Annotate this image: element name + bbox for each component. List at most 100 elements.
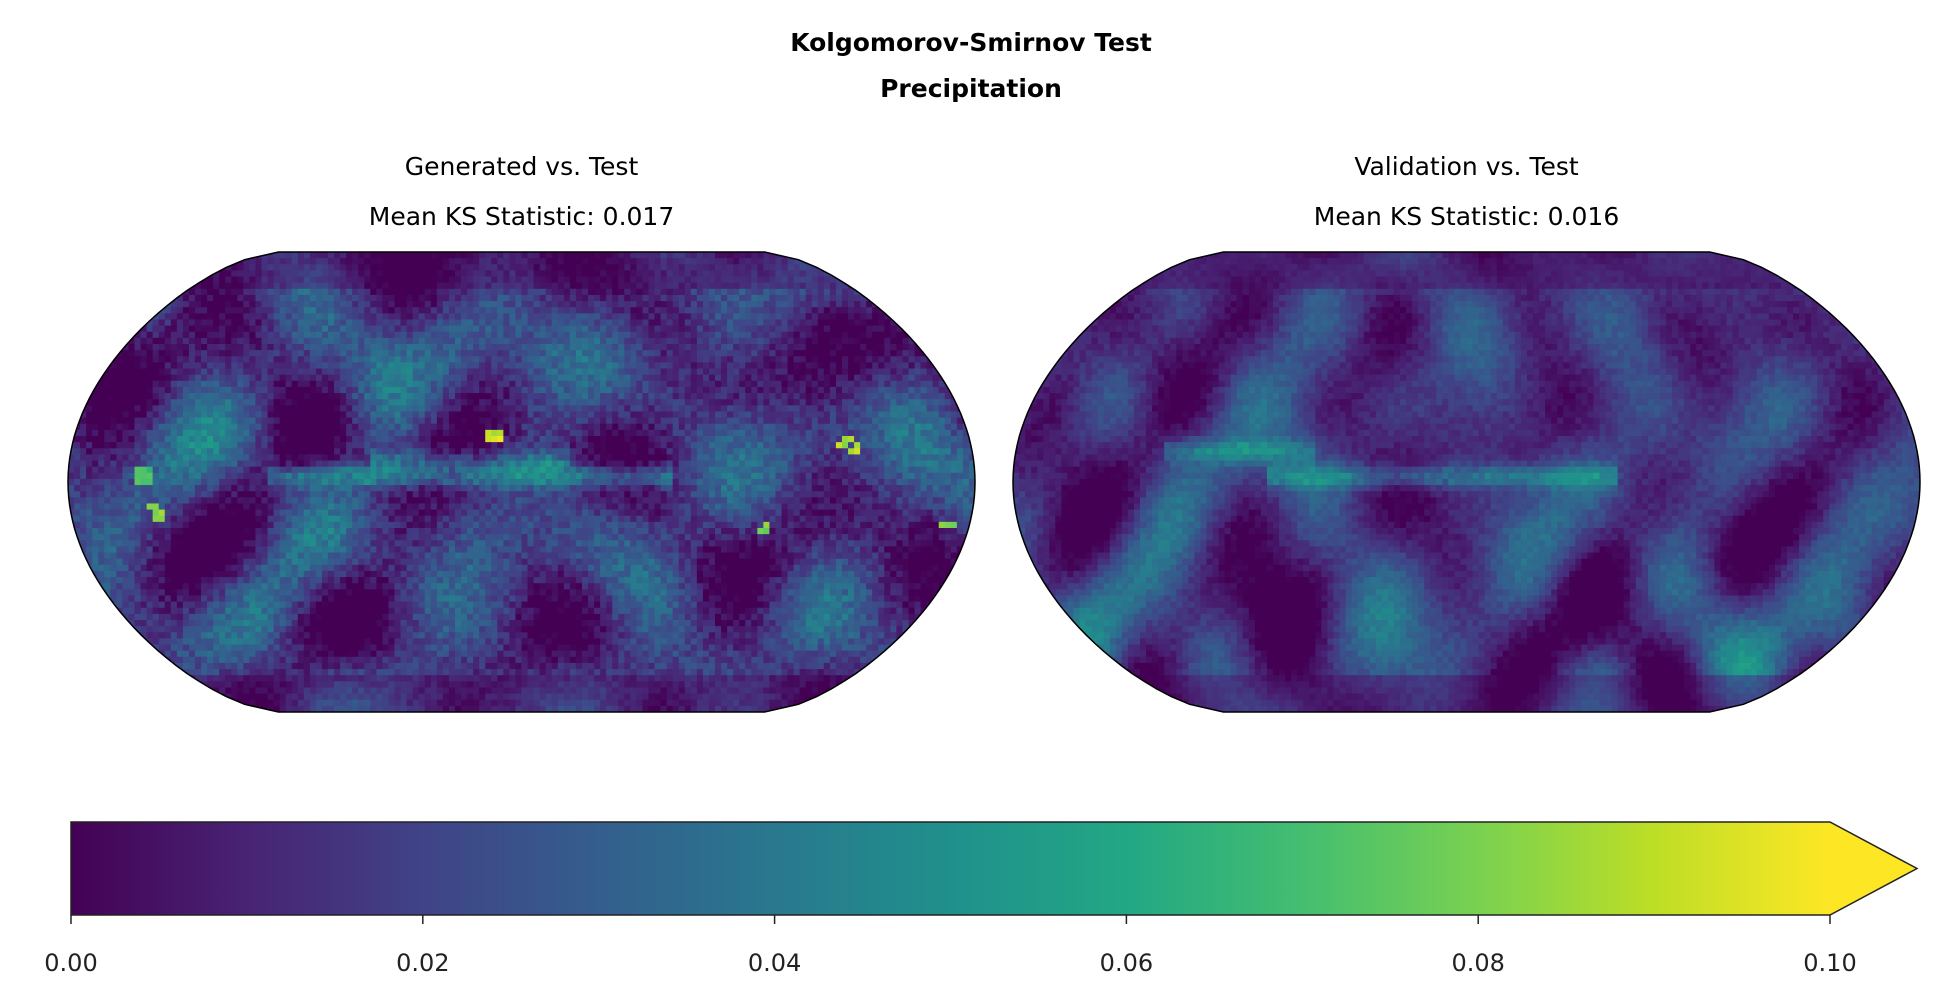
heatmap-cell (896, 405, 904, 413)
heatmap-cell (146, 344, 154, 351)
heatmap-cell (503, 368, 511, 376)
heatmap-cell (799, 417, 807, 425)
heatmap-cell (134, 325, 142, 333)
heatmap-cell (321, 337, 329, 345)
heatmap-cell (340, 362, 347, 370)
heatmap-cell (521, 368, 529, 376)
heatmap-cell (545, 380, 553, 388)
heatmap-cell (829, 325, 837, 333)
heatmap-cell (588, 344, 595, 351)
heatmap-cell (261, 454, 269, 462)
heatmap-cell (545, 319, 553, 327)
heatmap-cell (533, 270, 541, 278)
heatmap-cell (515, 393, 523, 400)
heatmap-cell (243, 264, 250, 271)
heatmap-cell (158, 368, 166, 376)
heatmap-cell (454, 264, 462, 271)
heatmap-cell (291, 350, 299, 357)
heatmap-cell (152, 350, 160, 357)
heatmap-cell (110, 393, 117, 400)
heatmap-cell (334, 258, 341, 265)
heatmap-cell (231, 350, 238, 357)
heatmap-cell (557, 436, 565, 443)
heatmap-cell (479, 264, 486, 271)
heatmap-cell (74, 454, 81, 462)
heatmap-cell (896, 264, 904, 271)
heatmap-cell (648, 301, 656, 308)
heatmap-cell (581, 264, 589, 271)
heatmap-cell (678, 448, 686, 455)
heatmap-cell (956, 252, 964, 259)
heatmap-cell (666, 350, 674, 357)
heatmap-cell (249, 393, 257, 400)
heatmap-cell (745, 399, 752, 406)
heatmap-cell (648, 356, 656, 363)
heatmap-cell (194, 356, 202, 363)
heatmap-cell (352, 325, 359, 333)
heatmap-cell (588, 337, 595, 345)
heatmap-cell (733, 362, 740, 370)
heatmap-cell (406, 264, 414, 271)
heatmap-cell (515, 380, 523, 388)
heatmap-cell (533, 258, 541, 265)
heatmap-cell (146, 288, 154, 296)
heatmap-cell (182, 319, 190, 327)
heatmap-cell (890, 374, 897, 382)
heatmap-cell (225, 374, 232, 382)
heatmap-cell (491, 411, 498, 419)
heatmap-cell (811, 331, 819, 339)
heatmap-cell (829, 442, 837, 449)
heatmap-cell (164, 313, 172, 321)
heatmap-cell (128, 399, 136, 406)
heatmap-cell (684, 399, 692, 406)
heatmap-cell (733, 301, 740, 308)
heatmap-cell (769, 325, 777, 333)
heatmap-cell (430, 405, 438, 413)
heatmap-cell (461, 294, 468, 302)
heatmap-cell (80, 411, 87, 419)
heatmap-cell (243, 386, 250, 394)
heatmap-cell (678, 423, 686, 431)
heatmap-cell (176, 368, 184, 376)
heatmap-cell (267, 386, 275, 394)
heatmap-cell (696, 258, 704, 265)
heatmap-cell (539, 386, 547, 394)
heatmap-cell (497, 411, 504, 419)
heatmap-cell (854, 380, 861, 388)
heatmap-cell (745, 258, 752, 265)
heatmap-cell (666, 429, 674, 437)
heatmap-cell (104, 276, 111, 284)
heatmap-cell (255, 405, 263, 413)
heatmap-cell (146, 301, 154, 308)
heatmap-cell (594, 429, 601, 437)
heatmap-cell (334, 405, 341, 413)
heatmap-cell (74, 276, 81, 284)
heatmap-cell (872, 423, 879, 431)
heatmap-cell (352, 252, 359, 259)
heatmap-cell (448, 337, 456, 345)
heatmap-cell (328, 374, 335, 382)
heatmap-cell (515, 399, 523, 406)
heatmap-cell (80, 454, 87, 462)
heatmap-cell (321, 282, 329, 290)
heatmap-cell (884, 319, 891, 327)
heatmap-cell (733, 350, 740, 357)
heatmap-cell (745, 270, 752, 278)
heatmap-cell (255, 442, 263, 449)
heatmap-cell (678, 319, 686, 327)
heatmap-cell (848, 362, 855, 370)
heatmap-cell (581, 252, 589, 259)
heatmap-cell (757, 356, 764, 363)
heatmap-cell (473, 442, 480, 449)
heatmap-cell (612, 417, 619, 425)
heatmap-cell (799, 405, 807, 413)
heatmap-cell (249, 368, 257, 376)
heatmap-cell (606, 344, 613, 351)
heatmap-cell (896, 442, 904, 449)
heatmap-cell (787, 258, 795, 265)
heatmap-cell (938, 252, 946, 259)
heatmap-cell (394, 282, 402, 290)
heatmap-cell (207, 386, 214, 394)
heatmap-cell (962, 411, 970, 419)
heatmap-cell (68, 405, 75, 413)
